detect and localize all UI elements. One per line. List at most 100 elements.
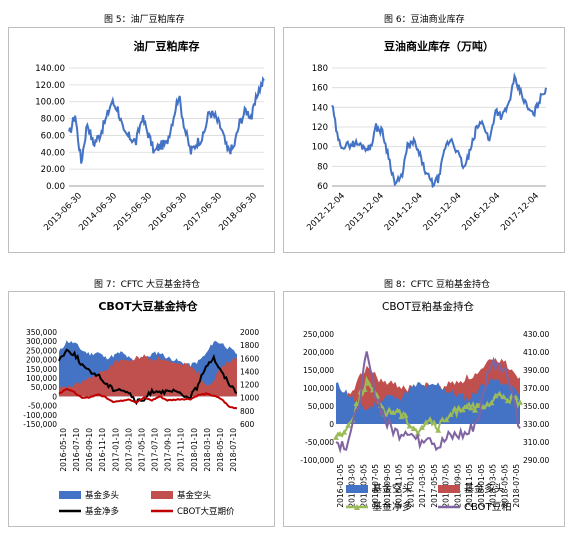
- y-tick-label: 180: [312, 64, 328, 74]
- y-tick-label: 200,000: [26, 356, 57, 365]
- chart-fig8: CBOT豆粕基金持仓 250,000 200,000 150,000 100,000 50…: [300, 300, 549, 513]
- x-tick-label: 2016-12-04: [460, 191, 502, 233]
- x-tick-label: 2017-03-05: [418, 464, 427, 508]
- y-tick-label: 100,000: [26, 374, 57, 383]
- y-tick-label: 200,000: [303, 348, 334, 357]
- x-tick-label: 2017-05-10: [137, 428, 146, 472]
- series-marker: [504, 397, 511, 404]
- series-marker: [492, 392, 499, 399]
- chart-frame-fig6: 豆油商业库存（万吨） 60 80 100 120 140 160 180 2012-12-04 2…: [283, 27, 565, 253]
- y-tick-label: 60.00: [41, 131, 65, 141]
- series-area: [59, 354, 237, 397]
- series-marker: [333, 434, 339, 440]
- y2-tick-label: 1200: [240, 381, 259, 390]
- caption-fig6: 图 6：豆油商业库存: [384, 15, 465, 25]
- series-line: [331, 72, 547, 189]
- y-tick-label: 50,000: [31, 383, 57, 392]
- legend-swatch: [59, 491, 81, 499]
- caption-fig5: 图 5：油厂豆粕库存: [104, 15, 185, 25]
- legend-label: 基金多头: [464, 482, 504, 495]
- y-tick-label: 100.00: [35, 98, 65, 108]
- series-line: [335, 351, 521, 454]
- y-tick-label: 50,000: [308, 402, 334, 411]
- y-tick-label: 140: [312, 103, 328, 113]
- series-marker: [386, 406, 393, 413]
- x-tick-label: 2018-07-10: [229, 428, 238, 472]
- chart-frame-fig8: CBOT豆粕基金持仓 250,000 200,000 150,000 100,000 50…: [283, 291, 565, 527]
- x-tick-label: 2013-12-04: [344, 191, 386, 233]
- legend-label: CBOT大豆期价: [177, 506, 235, 517]
- series-marker: [443, 416, 450, 423]
- y-tick-label: 120: [312, 123, 328, 133]
- y-tick-label: 80: [317, 162, 328, 172]
- chart-title: 豆油商业库存（万吨）: [384, 39, 494, 53]
- x-tick-label: 2016-11-10: [98, 428, 107, 472]
- caption-fig7: 图 7：CFTC 大豆基金持仓: [94, 280, 201, 290]
- x-tick-label: 2016-01-05: [336, 464, 345, 508]
- y-tick-label: 350,000: [26, 328, 57, 337]
- y2-tick-label: 390.00: [523, 366, 549, 375]
- x-tick-label: 2017-05-05: [430, 464, 439, 508]
- x-tick-label: 2017-12-04: [499, 191, 541, 233]
- x-tick-label: 2018-05-05: [500, 464, 509, 508]
- chart-frame-fig5: 油厂豆粕库存 0.00 20.00 40.00 60.00 80.00 100.00 120.…: [8, 27, 275, 253]
- legend-swatch: [346, 485, 368, 493]
- caption-fig8: 图 8：CFTC 豆粕基金持仓: [384, 280, 491, 290]
- x-tick-label: 2018-03-10: [203, 428, 212, 472]
- x-tick-label: 2017-07-10: [151, 428, 160, 472]
- series-marker: [455, 404, 462, 411]
- x-tick-label: 2014-12-04: [383, 191, 425, 233]
- x-tick-label: 2017-01-05: [406, 464, 415, 508]
- x-tick-label: 2017-01-10: [111, 428, 120, 472]
- series-marker: [414, 430, 421, 437]
- x-tick-label: 2017-09-10: [164, 428, 173, 472]
- series-marker: [402, 412, 409, 418]
- y-tick-label: 250,000: [303, 330, 334, 339]
- series-marker: [496, 390, 503, 397]
- series-marker: [406, 423, 413, 429]
- series-marker: [435, 427, 442, 433]
- y-tick-label: 40.00: [41, 148, 65, 158]
- y2-tick-label: 430.00: [523, 330, 549, 339]
- series-marker: [361, 386, 368, 392]
- y2-tick-label: 1400: [240, 367, 259, 376]
- series-marker: [447, 411, 454, 417]
- y-tick-label: 100,000: [303, 384, 334, 393]
- y-tick-label: 160: [312, 84, 328, 94]
- x-tick-label: 2018-06-30: [217, 191, 259, 233]
- series-marker: [422, 419, 429, 425]
- x-tick-label: 2016-09-10: [85, 428, 94, 472]
- x-tick-label: 2016-11-05: [395, 464, 404, 508]
- chart-fig5: 油厂豆粕库存 0.00 20.00 40.00 60.00 80.00 100.00 120.…: [35, 39, 265, 233]
- x-tick-label: 2012-12-04: [305, 191, 347, 233]
- y-tick-label: 60: [317, 182, 328, 192]
- series-marker: [345, 422, 352, 428]
- y-tick-label: -150,000: [23, 420, 57, 429]
- chart-title: 油厂豆粕库存: [134, 39, 200, 53]
- y2-tick-label: 290.00: [523, 456, 549, 465]
- x-tick-label: 2016-07-10: [72, 428, 81, 472]
- legend-label: 基金净多: [85, 506, 120, 517]
- y2-tick-label: 1000: [240, 394, 259, 403]
- y-tick-label: -100,000: [23, 411, 57, 420]
- y-tick-label: 250,000: [26, 346, 57, 355]
- x-tick-label: 2018-03-05: [489, 464, 498, 508]
- series-marker: [341, 429, 348, 435]
- y2-tick-label: 800: [240, 407, 255, 416]
- series-marker: [488, 399, 495, 406]
- x-tick-label: 2017-11-10: [177, 428, 186, 472]
- series-marker: [480, 403, 487, 410]
- series-marker: [459, 406, 466, 413]
- y-tick-label: 150,000: [303, 366, 334, 375]
- series-marker: [467, 404, 474, 411]
- legend-label: 基金空头: [177, 490, 212, 501]
- y2-tick-label: 330.00: [523, 420, 549, 429]
- legend-label: 基金净多: [372, 500, 412, 513]
- y2-tick-label: 600: [240, 420, 255, 429]
- x-tick-label: 2016-05-10: [59, 428, 68, 472]
- series-marker: [353, 400, 360, 407]
- series-marker: [431, 419, 438, 425]
- x-tick-label: 2016-09-05: [383, 464, 392, 508]
- x-tick-label: 2018-01-10: [190, 428, 199, 472]
- legend-swatch: [438, 485, 460, 493]
